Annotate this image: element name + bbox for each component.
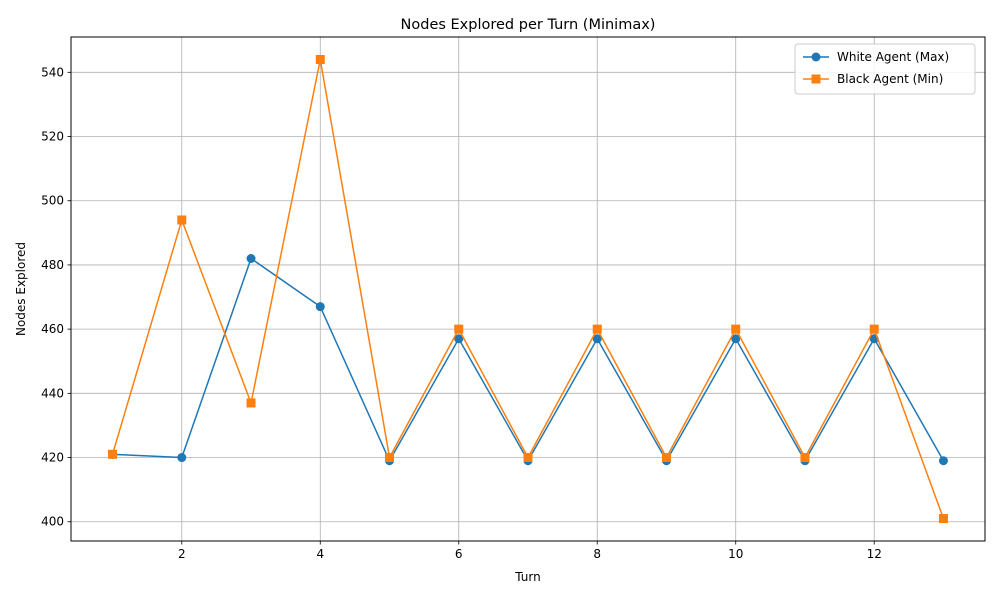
x-axis-label: Turn bbox=[514, 570, 540, 584]
x-tick-label: 10 bbox=[728, 547, 743, 561]
x-tick-label: 2 bbox=[178, 547, 186, 561]
legend-frame bbox=[794, 43, 976, 95]
y-tick-label: 420 bbox=[41, 451, 64, 465]
x-tick-label: 8 bbox=[593, 547, 601, 561]
data-point bbox=[315, 54, 325, 64]
axis-ticks: 2 4 6 8 10 12 400 420 440 460 480 500 520 540 bbox=[41, 65, 882, 561]
data-point bbox=[454, 324, 464, 334]
data-point bbox=[177, 215, 187, 225]
y-tick-label: 540 bbox=[41, 65, 64, 79]
x-tick-label: 12 bbox=[867, 547, 882, 561]
data-point bbox=[523, 453, 533, 463]
data-point bbox=[731, 324, 741, 334]
x-tick-label: 6 bbox=[455, 547, 463, 561]
y-tick-label: 440 bbox=[41, 386, 64, 400]
y-tick-label: 520 bbox=[41, 130, 64, 144]
data-point bbox=[800, 453, 810, 463]
data-point bbox=[177, 453, 187, 463]
y-tick-label: 480 bbox=[41, 258, 64, 272]
data-point bbox=[246, 254, 256, 264]
series-layer bbox=[108, 54, 948, 524]
data-point bbox=[454, 334, 464, 344]
series-2 bbox=[108, 54, 948, 524]
data-point bbox=[731, 334, 741, 344]
chart-title: Nodes Explored per Turn (Minimax) bbox=[401, 17, 656, 33]
data-point bbox=[315, 302, 325, 312]
data-point bbox=[869, 324, 879, 334]
y-axis-label: Nodes Explored bbox=[14, 242, 28, 336]
y-tick-label: 400 bbox=[41, 515, 64, 529]
data-point bbox=[592, 334, 602, 344]
y-tick-label: 500 bbox=[41, 194, 64, 208]
data-point bbox=[592, 324, 602, 334]
grid bbox=[71, 37, 985, 541]
x-tick-label: 4 bbox=[316, 547, 324, 561]
legend-item: White Agent (Max) bbox=[803, 50, 949, 64]
plot-area-frame bbox=[70, 36, 986, 542]
legend-marker bbox=[811, 52, 821, 62]
data-point bbox=[661, 453, 671, 463]
legend-marker bbox=[811, 74, 821, 84]
data-point bbox=[938, 456, 948, 466]
data-point bbox=[108, 449, 118, 459]
data-point bbox=[246, 398, 256, 408]
legend: White Agent (Max) Black Agent (Min) bbox=[794, 43, 976, 95]
legend-label: Black Agent (Min) bbox=[837, 72, 943, 86]
data-point bbox=[385, 453, 395, 463]
data-point bbox=[938, 514, 948, 524]
legend-label: White Agent (Max) bbox=[837, 50, 949, 64]
legend-item: Black Agent (Min) bbox=[803, 72, 943, 86]
y-tick-label: 460 bbox=[41, 322, 64, 336]
